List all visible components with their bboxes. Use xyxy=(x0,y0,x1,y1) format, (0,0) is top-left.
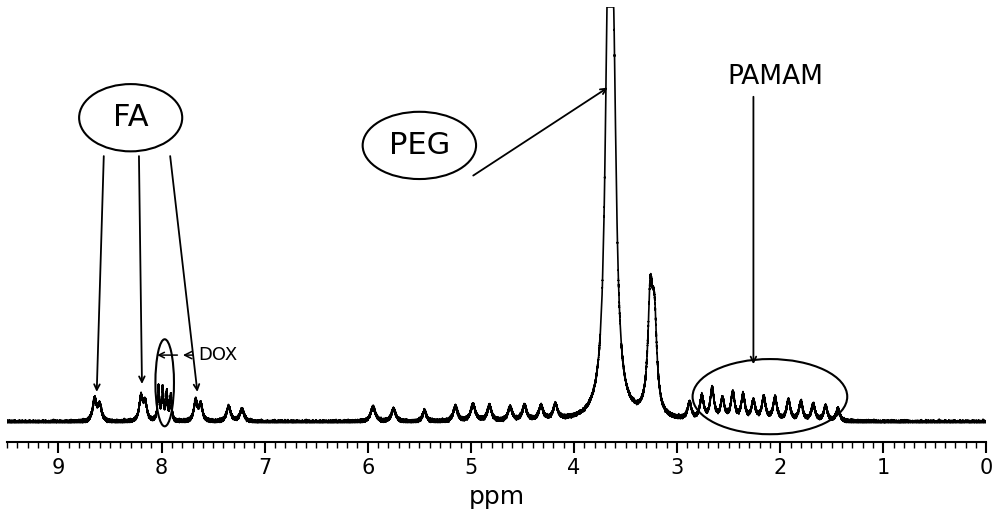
Text: DOX: DOX xyxy=(185,346,238,364)
Ellipse shape xyxy=(79,84,182,151)
Text: PEG: PEG xyxy=(389,131,450,160)
Text: PAMAM: PAMAM xyxy=(727,64,823,90)
Text: FA: FA xyxy=(113,103,148,132)
Ellipse shape xyxy=(363,112,476,179)
X-axis label: ppm: ppm xyxy=(469,485,525,509)
